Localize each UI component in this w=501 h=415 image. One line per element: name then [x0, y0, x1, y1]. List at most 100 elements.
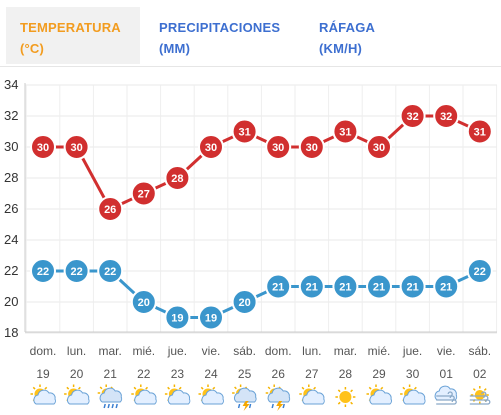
tab-precipitaciones-unit: (MM) [159, 41, 191, 56]
data-label-min: 19 [205, 313, 217, 325]
partly-sunny-icon [64, 384, 90, 405]
data-point-max [298, 134, 325, 160]
tab-precipitaciones-title: PRECIPITACIONES [159, 20, 281, 35]
weather-icons [30, 384, 491, 411]
x-tick-date: 30 [406, 367, 420, 381]
data-label-min: 22 [474, 266, 486, 278]
partly-sunny-icon [131, 384, 157, 405]
sun-disc [339, 391, 352, 403]
rain-drop [237, 403, 241, 409]
x-tick-date: 27 [305, 367, 319, 381]
x-tick-day: lun. [302, 344, 321, 358]
sun-ray [167, 386, 170, 390]
data-label-min: 21 [339, 282, 351, 294]
y-tick-label: 32 [4, 108, 18, 123]
wind-line [469, 395, 489, 401]
data-point-max [433, 103, 460, 129]
thunderstorm-icon [232, 384, 257, 411]
data-label-min: 21 [272, 282, 284, 294]
data-point-min [399, 273, 426, 300]
y-tick-label: 30 [4, 139, 18, 154]
tab-rafaga[interactable]: RÁFAGA (KM/H) [305, 7, 425, 64]
wind-line [436, 391, 453, 397]
sun-ray [337, 389, 341, 393]
sun-ray [380, 386, 384, 390]
x-tick-day: sáb. [233, 344, 256, 358]
x-tick-date: 26 [272, 367, 286, 381]
sun-ray [402, 386, 406, 390]
rain-drop [115, 403, 118, 409]
y-tick-label: 20 [4, 294, 18, 309]
x-tick-date: 28 [339, 367, 353, 381]
rain-drop [248, 403, 252, 409]
data-label-min: 20 [138, 297, 150, 309]
x-tick-day: sáb. [468, 344, 491, 358]
data-label-max: 30 [306, 142, 318, 154]
sun-ray [66, 386, 70, 390]
sun-ray [212, 386, 216, 390]
data-point-max [399, 103, 426, 129]
partly-sunny-icon [299, 384, 325, 405]
data-label-max: 30 [205, 142, 217, 154]
x-tick-date: 29 [372, 367, 386, 381]
cloud-shape [33, 389, 56, 405]
data-point-max [231, 118, 258, 145]
tab-precipitaciones[interactable]: PRECIPITACIONES (MM) [145, 7, 300, 64]
data-label-max: 31 [474, 127, 486, 139]
data-point-min [466, 258, 493, 284]
wind-line [469, 391, 487, 397]
rain-drop [271, 403, 274, 409]
wind-line [436, 395, 455, 401]
y-tick-label: 34 [4, 77, 18, 92]
x-tick-day: dom. [30, 344, 57, 358]
sun-ray [99, 386, 103, 390]
x-tick-day: mié. [132, 344, 155, 358]
cloud-shape [134, 389, 157, 405]
x-tick-day: mar. [99, 344, 122, 358]
y-tick-label: 28 [4, 170, 18, 185]
data-point-max [466, 118, 493, 145]
tab-rafaga-unit: (KM/H) [319, 41, 363, 56]
data-point-min [130, 289, 157, 315]
tab-temperatura[interactable]: TEMPERATURA (°C) [6, 7, 140, 64]
sun-ray [414, 386, 417, 390]
sunny-icon [335, 387, 356, 407]
sun-ray [234, 386, 237, 390]
sun-ray [32, 386, 36, 390]
rain-icon [97, 384, 123, 409]
sun-ray [301, 386, 305, 390]
data-point-min [30, 258, 56, 284]
cloud-shape [234, 387, 257, 403]
x-tick-day: mar. [334, 344, 357, 358]
x-tick-day: dom. [265, 344, 292, 358]
partly-sunny-icon [30, 384, 56, 405]
sun-ray [337, 401, 341, 405]
data-label-min: 21 [373, 282, 385, 294]
rain-drop [107, 403, 110, 409]
data-label-max: 31 [238, 127, 250, 139]
tab-rafaga-title: RÁFAGA [319, 20, 376, 35]
sun-ray [350, 389, 354, 393]
x-tick-date: 25 [238, 367, 252, 381]
y-tick-label: 26 [4, 201, 18, 216]
data-point-min [366, 273, 392, 300]
partly-sunny-icon [400, 384, 426, 405]
data-point-max [63, 134, 90, 160]
data-label-max: 30 [70, 142, 82, 154]
cloud-shape [99, 387, 123, 403]
wind-line [469, 399, 491, 405]
data-label-max: 27 [138, 189, 150, 201]
sun-ray [78, 386, 81, 390]
windy-icon [434, 385, 458, 405]
wind-line [436, 399, 457, 405]
partly-sunny-icon [164, 384, 191, 405]
data-point-min [164, 304, 191, 331]
data-label-min: 22 [70, 266, 82, 278]
cloud-shape [302, 389, 325, 405]
data-point-min [265, 273, 292, 300]
sun-ray [200, 386, 204, 390]
rain-drop [103, 403, 106, 409]
sun-ray [178, 386, 182, 390]
x-axis: dom. 19 lun. 20 mar. 21 mié. 22 jue. 23 vie. 24 sáb.… [30, 344, 491, 381]
data-label-min: 20 [238, 297, 250, 309]
